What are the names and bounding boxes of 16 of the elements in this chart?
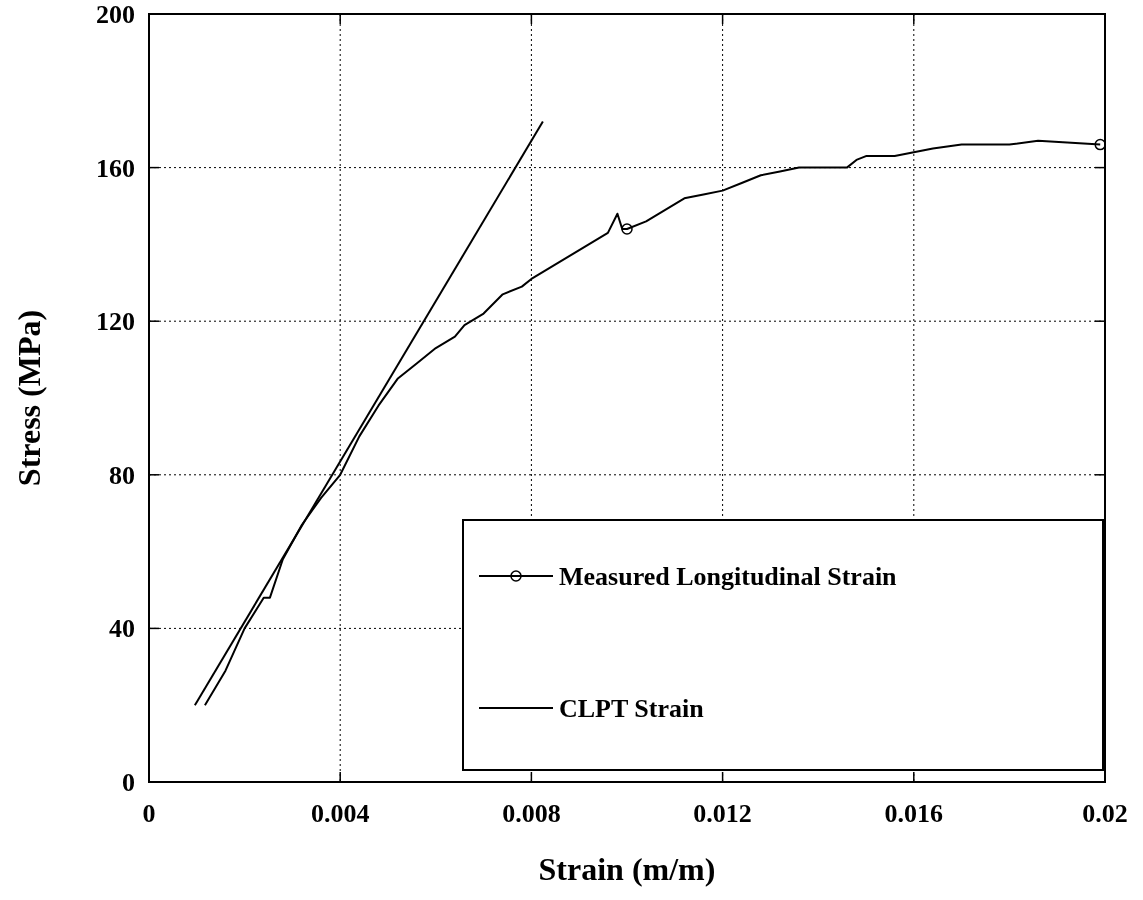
x-tick-label: 0.02 bbox=[1082, 799, 1128, 828]
x-axis-title: Strain (m/m) bbox=[538, 851, 716, 887]
x-tick-label: 0.008 bbox=[502, 799, 561, 828]
y-tick-label: 160 bbox=[96, 153, 135, 183]
y-tick-label: 80 bbox=[109, 460, 135, 490]
legend-label: CLPT Strain bbox=[559, 694, 705, 723]
x-tick-label: 0.016 bbox=[884, 799, 944, 828]
y-axis-title: Stress (MPa) bbox=[11, 309, 47, 487]
x-tick-label: 0 bbox=[142, 799, 156, 828]
y-tick-label: 200 bbox=[96, 0, 135, 29]
legend-label: Measured Longitudinal Strain bbox=[559, 562, 898, 591]
y-tick-label: 120 bbox=[96, 307, 135, 337]
y-tick-label: 40 bbox=[109, 614, 135, 644]
y-tick-label: 0 bbox=[122, 768, 135, 797]
x-tick-label: 0.012 bbox=[693, 799, 752, 828]
x-tick-label: 0.004 bbox=[310, 799, 370, 828]
